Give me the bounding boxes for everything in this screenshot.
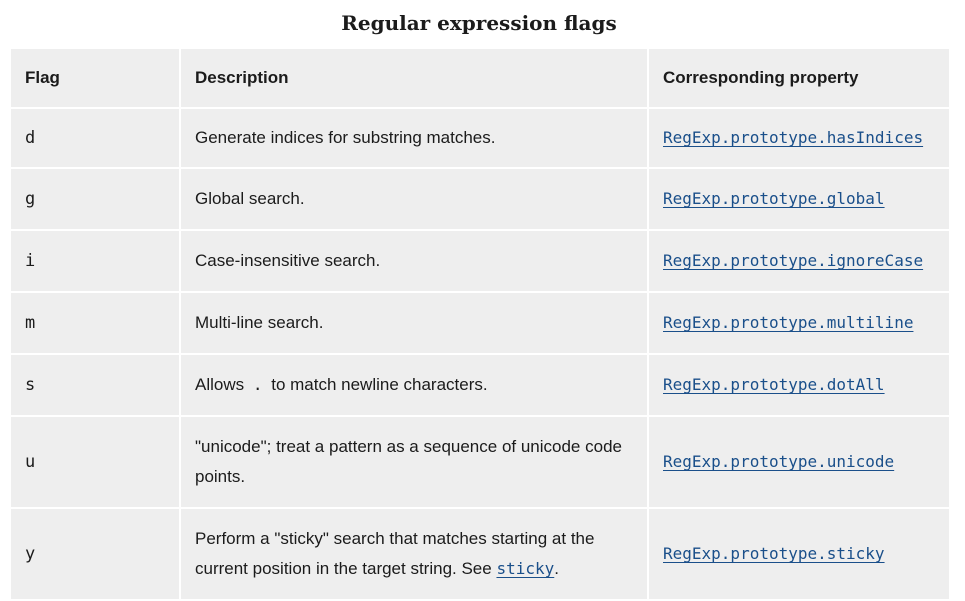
property-cell: RegExp.prototype.multiline: [647, 291, 951, 355]
description-cell: Generate indices for substring matches.: [179, 107, 649, 169]
property-link-ignorecase[interactable]: RegExp.prototype.ignoreCase: [663, 251, 924, 270]
description-cell: "unicode"; treat a pattern as a sequence…: [179, 415, 649, 509]
description-text: .: [554, 559, 559, 578]
description-cell: Multi-line search.: [179, 291, 649, 355]
flag-cell: s: [9, 353, 181, 417]
regex-flags-table: Flag Description Corresponding property …: [9, 47, 951, 601]
description-text: Allows: [195, 375, 245, 394]
sticky-link[interactable]: sticky: [496, 559, 555, 578]
property-link-sticky[interactable]: RegExp.prototype.sticky: [663, 544, 885, 563]
property-cell: RegExp.prototype.sticky: [647, 507, 951, 601]
property-link-unicode[interactable]: RegExp.prototype.unicode: [663, 452, 895, 471]
flag-cell: u: [9, 415, 181, 509]
table-row-flag-g: g Global search. RegExp.prototype.global: [9, 167, 951, 231]
property-link-global[interactable]: RegExp.prototype.global: [663, 189, 885, 208]
dot-code: .: [252, 375, 263, 394]
flag-cell: i: [9, 229, 181, 293]
property-link-dotall[interactable]: RegExp.prototype.dotAll: [663, 375, 885, 394]
property-cell: RegExp.prototype.global: [647, 167, 951, 231]
property-link-multiline[interactable]: RegExp.prototype.multiline: [663, 313, 914, 332]
description-text: Perform a "sticky" search that matches s…: [195, 529, 595, 578]
table-row-flag-m: m Multi-line search. RegExp.prototype.mu…: [9, 291, 951, 355]
flag-cell: g: [9, 167, 181, 231]
description-cell: Allows . to match newline characters.: [179, 353, 649, 417]
description-cell: Case-insensitive search.: [179, 229, 649, 293]
table-caption: Regular expression flags: [341, 11, 617, 35]
table-row-flag-u: u "unicode"; treat a pattern as a sequen…: [9, 415, 951, 509]
table-row-flag-i: i Case-insensitive search. RegExp.protot…: [9, 229, 951, 293]
header-description: Description: [179, 47, 649, 109]
table-row-flag-y: y Perform a "sticky" search that matches…: [9, 507, 951, 601]
table-row-flag-d: d Generate indices for substring matches…: [9, 107, 951, 169]
description-cell: Perform a "sticky" search that matches s…: [179, 507, 649, 601]
header-flag: Flag: [9, 47, 181, 109]
property-cell: RegExp.prototype.ignoreCase: [647, 229, 951, 293]
table-row-flag-s: s Allows . to match newline characters. …: [9, 353, 951, 417]
description-text: to match newline characters.: [271, 375, 488, 394]
property-cell: RegExp.prototype.dotAll: [647, 353, 951, 417]
property-link-hasindices[interactable]: RegExp.prototype.hasIndices: [663, 128, 924, 147]
property-cell: RegExp.prototype.unicode: [647, 415, 951, 509]
property-cell: RegExp.prototype.hasIndices: [647, 107, 951, 169]
description-cell: Global search.: [179, 167, 649, 231]
flag-cell: d: [9, 107, 181, 169]
flag-cell: m: [9, 291, 181, 355]
flag-cell: y: [9, 507, 181, 601]
table-header-row: Flag Description Corresponding property: [9, 47, 951, 109]
header-corresponding-property: Corresponding property: [647, 47, 951, 109]
